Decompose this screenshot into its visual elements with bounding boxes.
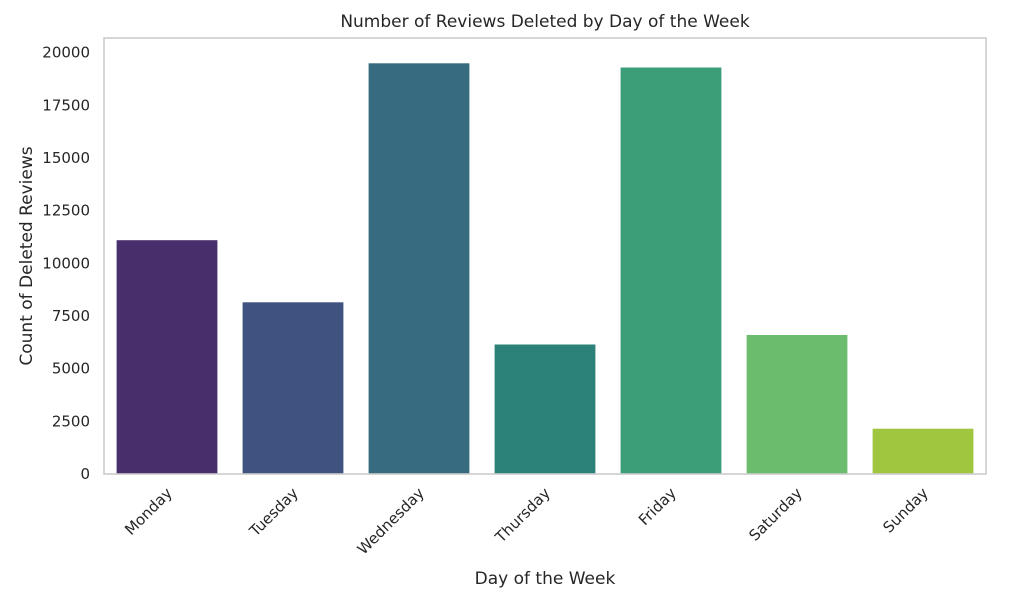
chart-title: Number of Reviews Deleted by Day of the … xyxy=(340,12,750,32)
x-tick-label-saturday: Saturday xyxy=(745,484,806,545)
x-tick-label-tuesday: Tuesday xyxy=(245,484,302,541)
y-tick-label: 10000 xyxy=(42,254,90,272)
y-tick-label: 17500 xyxy=(42,96,90,114)
y-tick-label: 20000 xyxy=(42,44,90,62)
y-tick-label: 0 xyxy=(80,465,90,483)
x-tick-label-monday: Monday xyxy=(121,484,176,539)
bar-sunday xyxy=(872,428,974,474)
bar-wednesday xyxy=(368,63,470,475)
y-tick-label: 7500 xyxy=(52,307,90,325)
x-tick-label-wednesday: Wednesday xyxy=(354,484,428,558)
plot-frame xyxy=(103,37,987,475)
y-tick-label: 2500 xyxy=(52,412,90,430)
bar-saturday xyxy=(746,335,848,474)
x-tick-label-thursday: Thursday xyxy=(491,484,554,547)
x-tick-label-friday: Friday xyxy=(635,484,680,529)
plot-area xyxy=(116,63,974,475)
bar-thursday xyxy=(494,344,596,474)
x-axis-ticks: Monday Tuesday Wednesday Thursday Friday Satu… xyxy=(121,484,932,558)
y-axis-label: Count of Deleted Reviews xyxy=(17,146,37,365)
y-tick-label: 12500 xyxy=(42,202,90,220)
y-axis-ticks: 0 2500 5000 7500 10000 12500 15000 17500 20000 xyxy=(42,44,90,483)
y-tick-label: 15000 xyxy=(42,149,90,167)
x-tick-label-sunday: Sunday xyxy=(879,484,932,537)
bar-friday xyxy=(620,67,722,474)
x-axis-label: Day of the Week xyxy=(475,569,616,589)
y-tick-label: 5000 xyxy=(52,360,90,378)
bar-monday xyxy=(116,240,218,474)
bar-tuesday xyxy=(242,302,344,474)
